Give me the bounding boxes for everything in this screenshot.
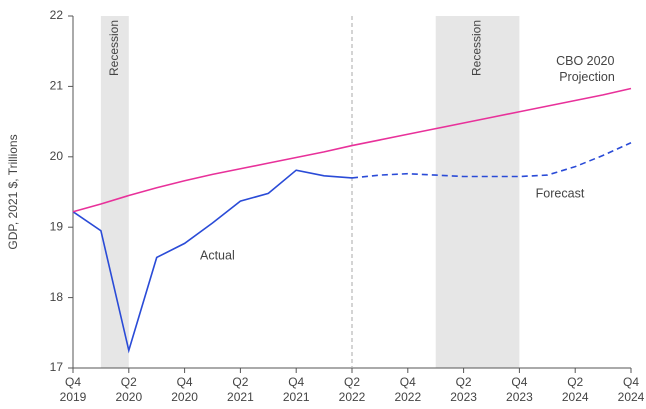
x-tick-label: Q2 — [567, 375, 583, 389]
x-tick-label: Q2 — [121, 375, 137, 389]
series-label: CBO 2020 Projection — [556, 54, 618, 84]
series-label: Forecast — [536, 186, 585, 200]
x-tick-label: Q4 — [400, 375, 416, 389]
y-tick-label: 22 — [50, 8, 64, 22]
series-label-line: CBO 2020 — [556, 54, 618, 68]
y-axis-label: GDP, 2021 $, Trillions — [6, 134, 20, 249]
series-label-line: Projection — [559, 70, 615, 84]
series-label: Actual — [200, 248, 235, 262]
x-tick-year: 2023 — [450, 390, 477, 404]
y-tick-label: 19 — [50, 219, 64, 233]
recession-label: Recession — [107, 20, 121, 76]
series-line — [72, 169, 353, 354]
x-tick-year: 2024 — [618, 390, 645, 404]
x-tick-year: 2022 — [339, 390, 366, 404]
series-line — [72, 87, 632, 213]
x-tick-label: Q4 — [511, 375, 527, 389]
x-tick-year: 2022 — [394, 390, 421, 404]
x-tick-label: Q4 — [65, 375, 81, 389]
x-tick-year: 2019 — [60, 390, 87, 404]
recession-label: Recession — [470, 20, 484, 76]
x-tick-label: Q2 — [232, 375, 248, 389]
x-tick-label: Q4 — [177, 375, 193, 389]
x-tick-label: Q4 — [623, 375, 639, 389]
x-tick-year: 2021 — [283, 390, 310, 404]
recession-band — [435, 16, 520, 368]
x-tick-year: 2020 — [171, 390, 198, 404]
x-tick-label: Q2 — [456, 375, 472, 389]
x-tick-year: 2024 — [562, 390, 589, 404]
x-tick-year: 2021 — [227, 390, 254, 404]
series-line — [351, 141, 632, 179]
y-tick-label: 18 — [50, 290, 64, 304]
x-tick-label: Q2 — [344, 375, 360, 389]
y-tick-label: 21 — [50, 79, 64, 93]
x-tick-label: Q4 — [288, 375, 304, 389]
x-tick-year: 2020 — [115, 390, 142, 404]
y-tick-label: 20 — [50, 149, 64, 163]
x-tick-year: 2023 — [506, 390, 533, 404]
recession-band — [100, 16, 129, 368]
y-tick-label: 17 — [50, 360, 64, 374]
